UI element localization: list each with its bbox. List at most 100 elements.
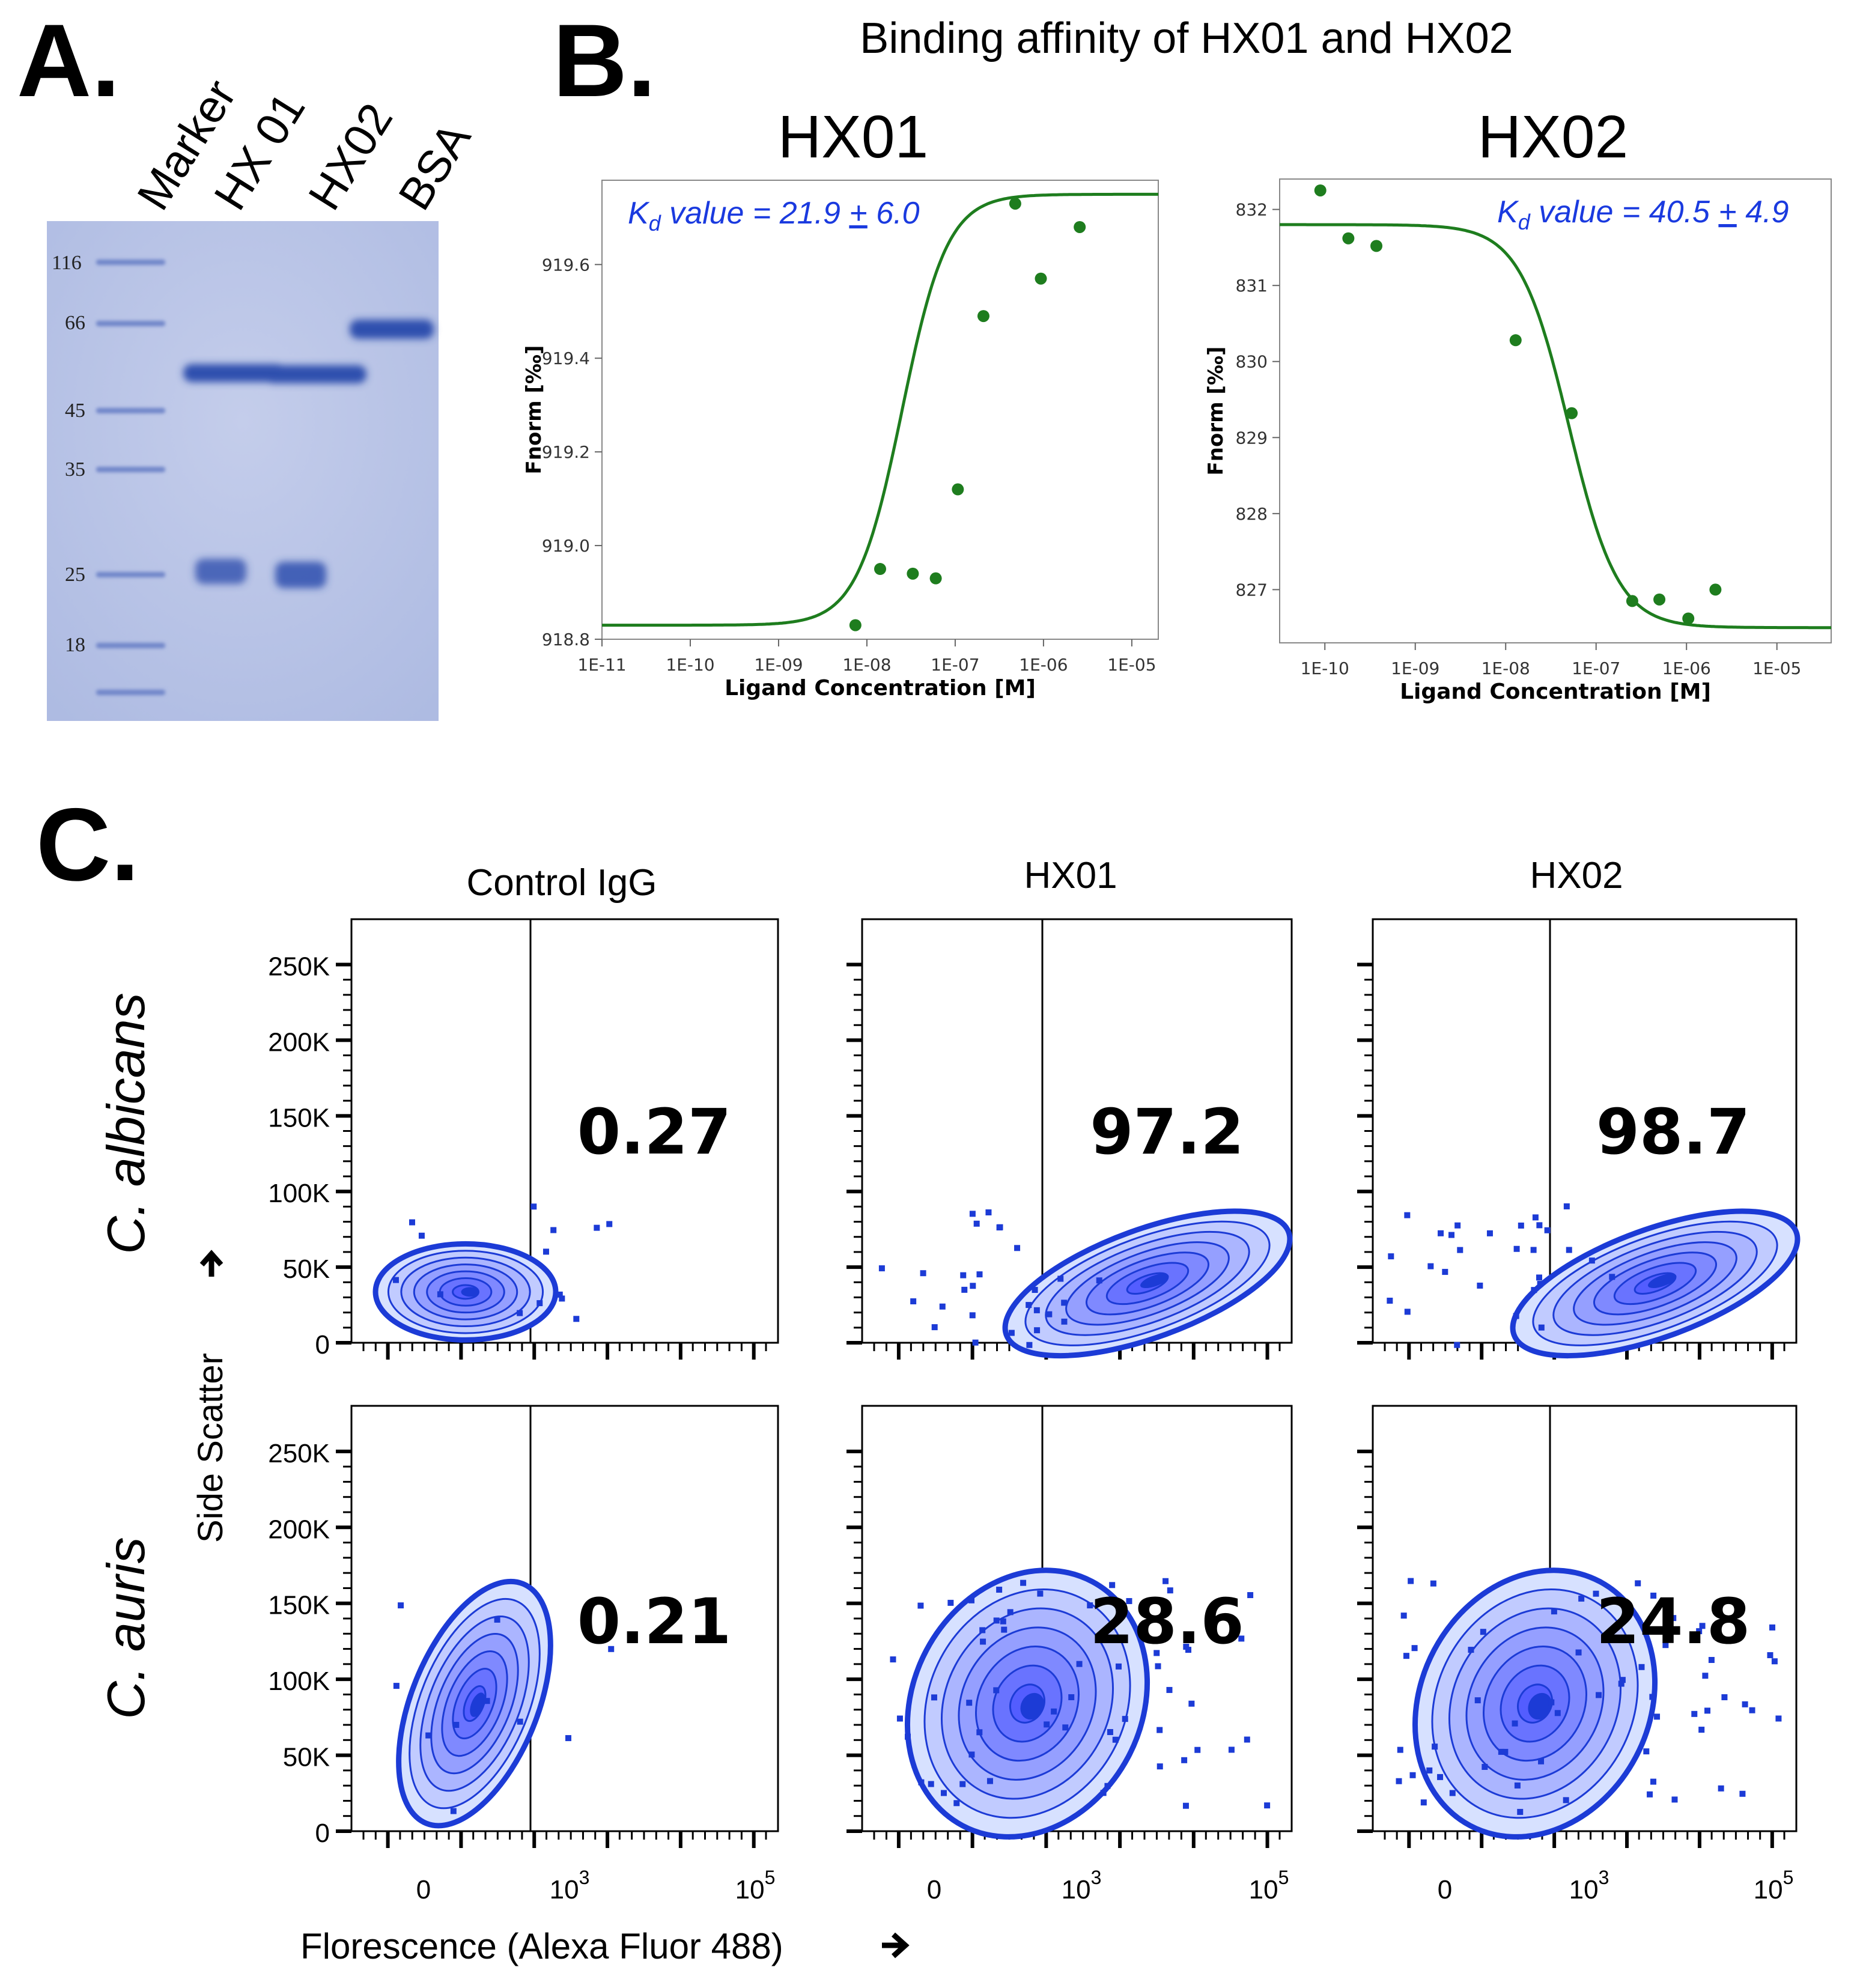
band-hx01-light — [195, 559, 246, 584]
x-tick-label: 1E-05 — [1107, 655, 1156, 675]
cell-population — [396, 1578, 553, 1829]
event-dot — [1691, 1710, 1698, 1717]
event-dot — [1032, 1287, 1038, 1293]
y-tick-label: 250K — [268, 1439, 330, 1468]
plot-frame-hx01 — [601, 180, 1159, 640]
event-dot — [1635, 1580, 1641, 1587]
event-dot — [931, 1324, 938, 1331]
event-dot — [1554, 1710, 1561, 1716]
event-dot — [1593, 1590, 1599, 1597]
x-tick-label: 1E-10 — [1301, 658, 1349, 678]
event-dot — [1480, 1629, 1486, 1635]
event-dot — [917, 1602, 924, 1609]
event-dot — [1109, 1582, 1116, 1588]
arrow-right-icon — [882, 1932, 910, 1959]
marker-kda-labels: 116 66 45 35 25 18 — [52, 252, 85, 656]
event-dot — [1442, 1269, 1448, 1275]
event-dot — [1643, 1748, 1650, 1755]
event-dot — [1438, 1230, 1444, 1236]
event-dot — [1544, 1227, 1551, 1233]
event-dot — [559, 1295, 565, 1302]
event-dot — [1449, 1790, 1456, 1796]
event-dot — [1517, 1808, 1524, 1815]
event-dot — [1020, 1579, 1027, 1586]
event-dot — [1409, 1772, 1416, 1778]
panel-b-title: Binding affinity of HX01 and HX02 — [860, 14, 1513, 62]
density-core — [1528, 1692, 1552, 1720]
event-dot — [392, 1277, 399, 1283]
gate-percentage: 0.27 — [577, 1095, 732, 1169]
event-dot — [1771, 1658, 1778, 1665]
event-dot — [1007, 1609, 1014, 1616]
gate-percentage: 98.7 — [1596, 1095, 1751, 1169]
event-dot — [996, 1587, 1003, 1593]
kd-annotation-hx02: Kd value = 40.5 + 4.9 — [1497, 195, 1789, 234]
density-core — [1140, 1273, 1169, 1289]
sample-bands — [183, 320, 434, 588]
y-tick-label: 150K — [268, 1591, 330, 1620]
event-dot — [542, 1248, 549, 1255]
event-dot — [1538, 1324, 1545, 1331]
event-dot — [1194, 1746, 1201, 1753]
event-dot — [1206, 1617, 1213, 1624]
cell-population — [1002, 1208, 1293, 1359]
event-dot — [1061, 1318, 1068, 1325]
event-dot — [1408, 1578, 1414, 1584]
x-tick-label: 1E-05 — [1752, 658, 1801, 678]
event-dot — [1104, 1783, 1111, 1789]
x-tick-label: 1E-08 — [1482, 658, 1530, 678]
event-dot — [1400, 1613, 1407, 1619]
event-dot — [494, 1616, 500, 1623]
event-dot — [1014, 1245, 1021, 1251]
y-tick-label: 50K — [283, 1743, 330, 1772]
event-dot — [1537, 1281, 1543, 1287]
data-point — [1509, 334, 1522, 347]
event-dot — [959, 1781, 966, 1787]
event-dot — [1486, 1230, 1493, 1236]
data-point — [1342, 232, 1355, 245]
data-point — [1074, 220, 1086, 233]
mst-plot-hx01: HX01 1E-11 1E-10 1E-09 1E-08 1E-07 1E-06 1E-05 9… — [522, 103, 1159, 701]
x-tick-label: 1E-08 — [842, 655, 891, 675]
event-dot — [1454, 1222, 1461, 1229]
event-dot — [1026, 1302, 1032, 1309]
marker-kda-18: 18 — [65, 634, 85, 656]
event-dot — [1162, 1578, 1169, 1584]
event-dot — [517, 1310, 523, 1316]
event-dot — [969, 1211, 976, 1217]
cell-population — [1510, 1208, 1801, 1359]
event-dot — [1619, 1677, 1626, 1683]
x-tick-label: 1E-09 — [754, 655, 803, 675]
flow-plot-r0-c0: 0 50K 100K 150K 200K 250K 0.27 — [268, 918, 779, 1360]
row-label-c-albicans: C. albicans — [96, 992, 156, 1254]
event-dot — [565, 1735, 572, 1742]
y-tick-label: 828 — [1236, 504, 1268, 524]
event-dot — [1638, 1664, 1645, 1670]
y-tick-label: 919.0 — [542, 536, 590, 556]
x-tick-label: 103 — [1569, 1867, 1609, 1904]
event-dot — [1454, 1342, 1460, 1348]
event-dot — [1404, 1309, 1411, 1315]
event-dot — [966, 1700, 973, 1706]
event-dot — [1062, 1724, 1069, 1731]
event-dot — [550, 1227, 557, 1233]
event-dot — [1708, 1656, 1715, 1663]
y-tick-label: 250K — [268, 952, 330, 982]
event-dot — [986, 1778, 993, 1784]
y-tick-label: 919.4 — [542, 348, 590, 368]
event-dot — [970, 1283, 976, 1289]
event-dot — [1618, 1680, 1624, 1687]
event-dot — [993, 1617, 1000, 1624]
arrow-up-icon — [199, 1250, 223, 1277]
event-dot — [1411, 1645, 1418, 1652]
y-tick-label: 0 — [315, 1330, 330, 1360]
event-dot — [594, 1224, 600, 1231]
event-dot — [556, 1291, 563, 1298]
event-dot — [1654, 1713, 1661, 1720]
event-dot — [1775, 1715, 1782, 1722]
event-dot — [1513, 1313, 1519, 1319]
event-dot — [973, 1220, 980, 1227]
event-dot — [972, 1339, 979, 1346]
event-dot — [1671, 1796, 1678, 1803]
event-dot — [1551, 1608, 1557, 1615]
